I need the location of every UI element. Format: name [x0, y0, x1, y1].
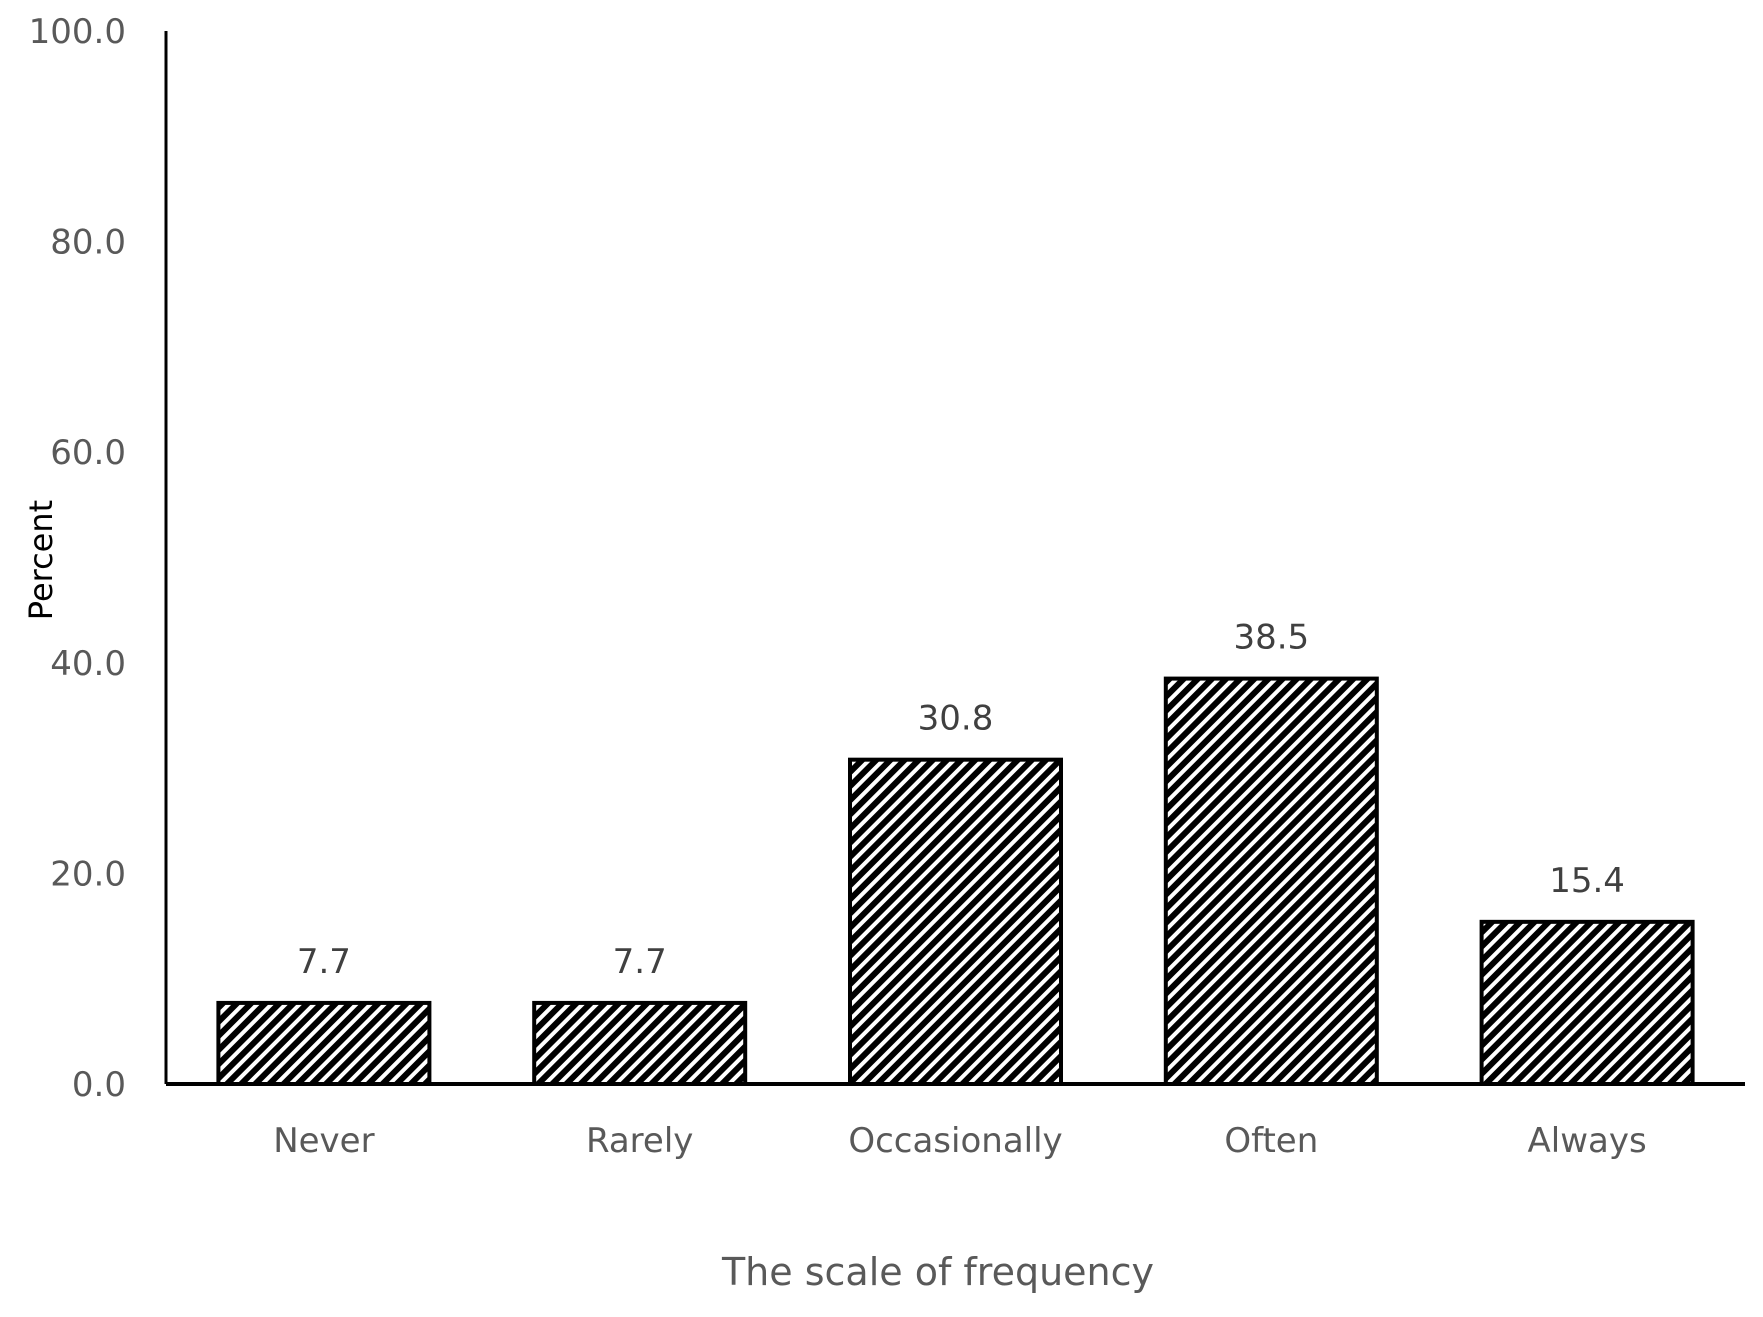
x-tick-label: Never: [273, 1121, 374, 1161]
bar-often: [1163, 676, 1379, 1086]
x-axis-title: The scale of frequency: [721, 1250, 1154, 1294]
y-tick-label: 40.0: [50, 644, 126, 684]
data-label: 30.8: [918, 699, 994, 739]
x-tick-label: Rarely: [586, 1121, 693, 1161]
y-tick-label: 60.0: [50, 433, 126, 473]
y-tick-label: 100.0: [29, 12, 126, 52]
bar-occasionally: [848, 757, 1063, 1087]
bar-rarely: [532, 1000, 748, 1087]
x-tick-label: Occasionally: [848, 1121, 1062, 1161]
bar-never: [216, 1000, 432, 1087]
y-tick-label: 20.0: [50, 854, 126, 894]
x-tick-label: Often: [1224, 1121, 1318, 1161]
y-tick-label: 0.0: [72, 1065, 126, 1105]
data-label: 38.5: [1233, 618, 1309, 658]
y-tick-label: 80.0: [50, 223, 126, 263]
bar-always: [1479, 919, 1695, 1087]
y-axis-title: Percent: [22, 500, 60, 620]
data-label: 7.7: [613, 942, 667, 982]
data-label: 7.7: [297, 942, 351, 982]
data-label: 15.4: [1549, 861, 1625, 901]
x-tick-label: Always: [1528, 1121, 1647, 1161]
